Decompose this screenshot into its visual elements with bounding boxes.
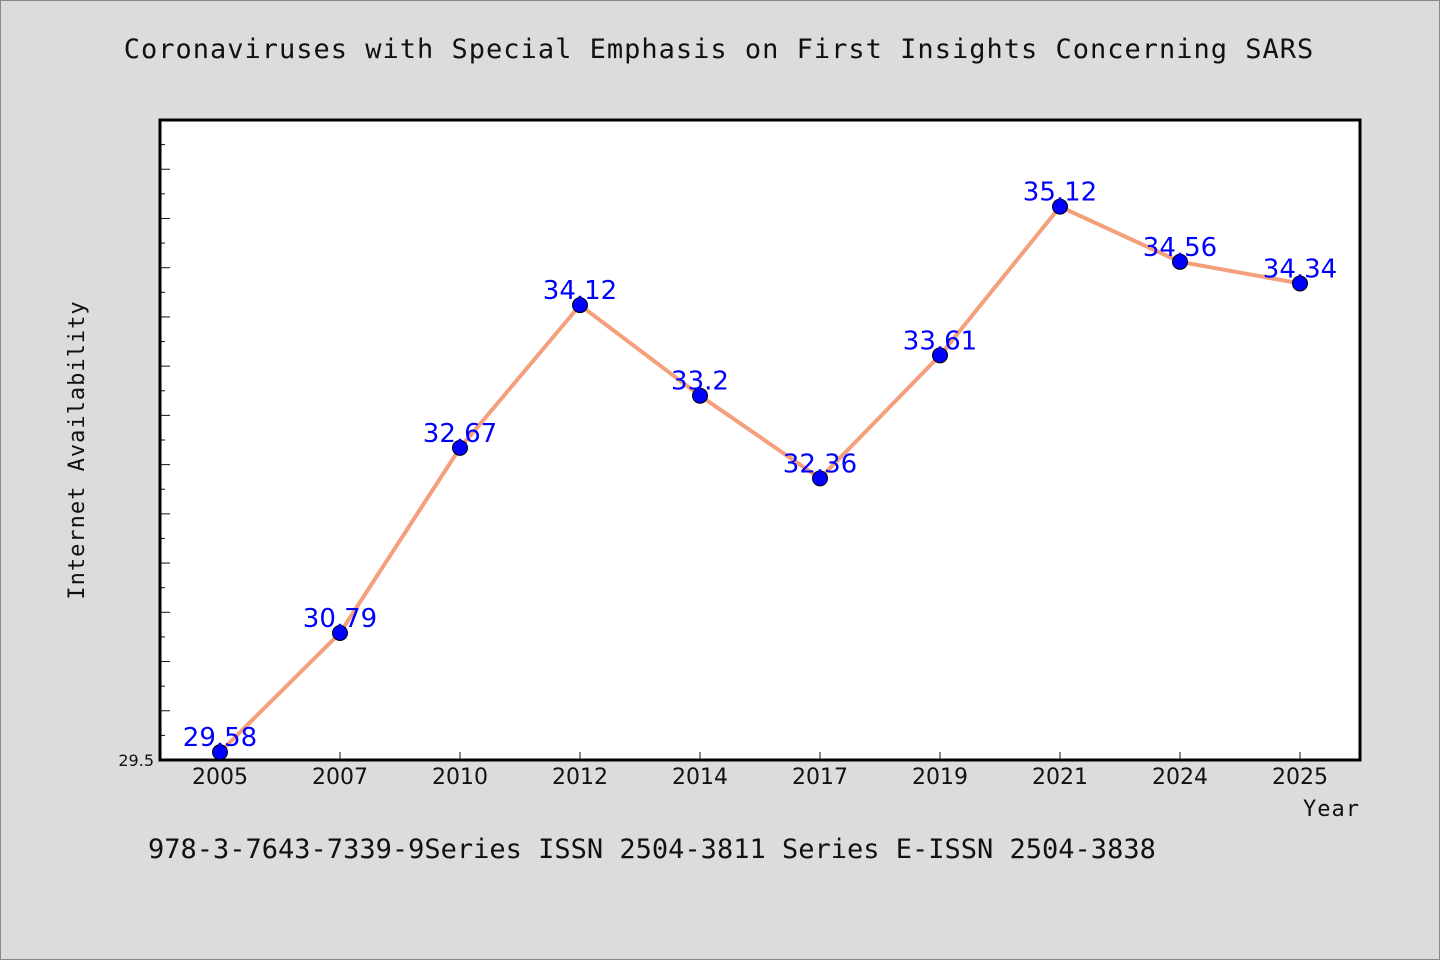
y-axis-label: Internet Availability bbox=[65, 300, 90, 599]
data-label: 34.34 bbox=[1263, 254, 1337, 284]
data-point-marker bbox=[572, 297, 588, 314]
data-label: 29.58 bbox=[183, 723, 257, 753]
y-tick-label: 29.5 bbox=[118, 751, 154, 770]
x-tick-label: 2024 bbox=[1152, 765, 1208, 790]
data-point-marker bbox=[212, 744, 228, 761]
data-point-marker bbox=[812, 470, 828, 487]
data-point-marker bbox=[452, 439, 468, 456]
data-label: 32.36 bbox=[783, 449, 857, 479]
data-label: 30.79 bbox=[303, 604, 377, 634]
plot-area bbox=[160, 120, 1360, 760]
data-label: 33.61 bbox=[903, 326, 977, 356]
series-line bbox=[218, 204, 1302, 755]
x-tick-label: 2014 bbox=[672, 765, 728, 790]
x-tick-label: 2007 bbox=[312, 765, 368, 790]
chart-title: Coronaviruses with Special Emphasis on F… bbox=[123, 34, 1315, 65]
data-point-marker bbox=[932, 347, 948, 364]
x-tick-label: 2021 bbox=[1032, 765, 1088, 790]
data-point-marker bbox=[1052, 198, 1068, 215]
data-label: 34.56 bbox=[1143, 233, 1217, 263]
data-point-marker bbox=[332, 624, 348, 641]
data-label: 32.67 bbox=[423, 419, 497, 449]
x-tick-label: 2005 bbox=[192, 765, 248, 790]
x-tick-label: 2019 bbox=[912, 765, 968, 790]
x-tick-label: 2012 bbox=[552, 765, 608, 790]
x-tick-label: 2025 bbox=[1272, 765, 1328, 790]
data-point-marker bbox=[1172, 253, 1188, 270]
x-tick-label: 2010 bbox=[432, 765, 488, 790]
data-point-marker bbox=[692, 387, 708, 404]
data-label: 33.2 bbox=[671, 367, 729, 397]
x-tick-label: 2017 bbox=[792, 765, 848, 790]
data-label: 35.12 bbox=[1023, 178, 1097, 208]
x-axis-label: Year bbox=[1303, 797, 1360, 822]
data-point-marker bbox=[1292, 275, 1308, 292]
plot-frame bbox=[158, 118, 1362, 762]
footer-isbn-note: 978-3-7643-7339-9Series ISSN 2504-3811 S… bbox=[148, 834, 1156, 865]
data-label: 34.12 bbox=[543, 276, 617, 306]
